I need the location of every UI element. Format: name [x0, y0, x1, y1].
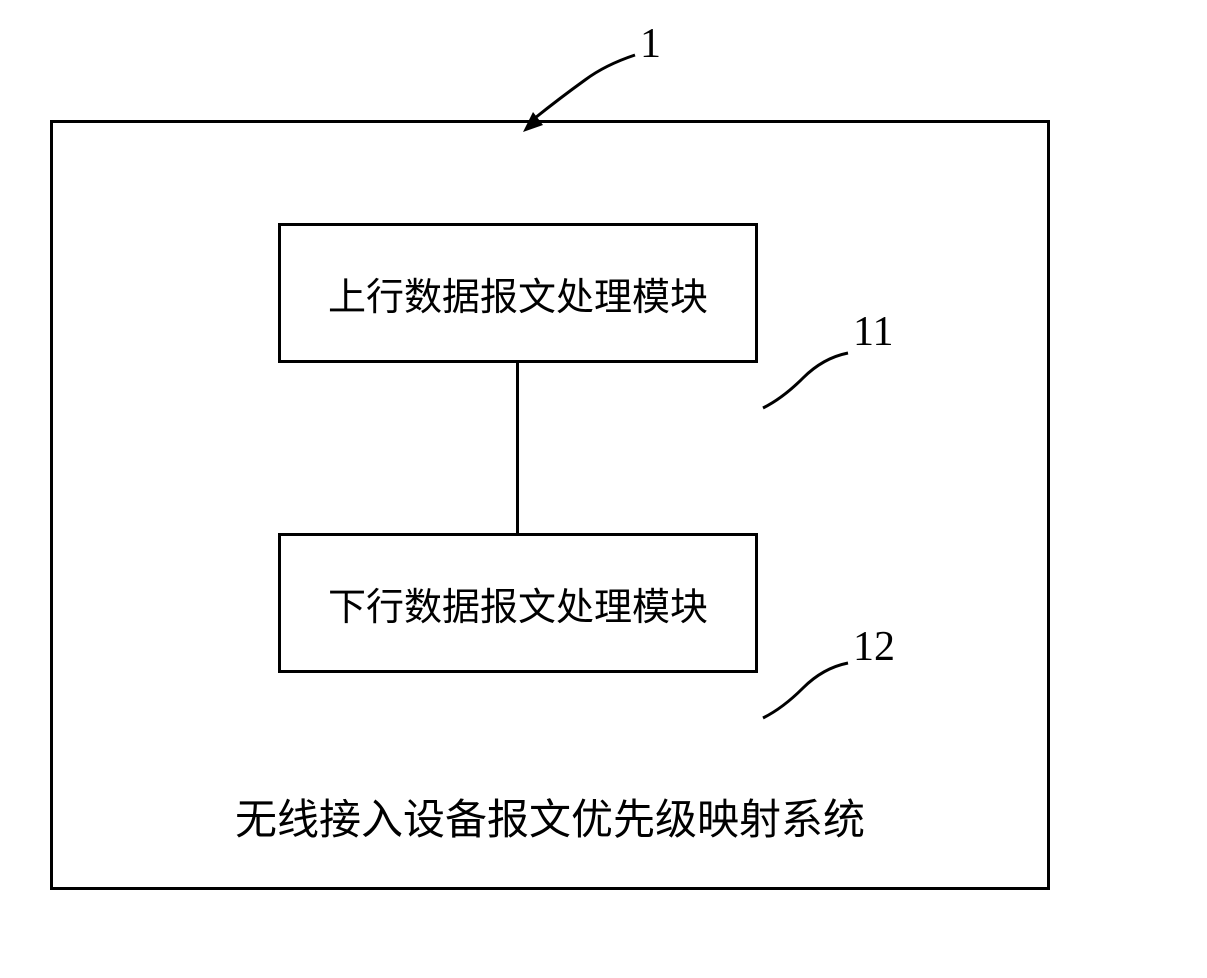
pointer-curve-11 [758, 348, 858, 418]
lower-module-box: 下行数据报文处理模块 [278, 533, 758, 673]
upper-module-text: 上行数据报文处理模块 [328, 266, 708, 321]
system-container: 上行数据报文处理模块 下行数据报文处理模块 11 12 无线接入设备报文优先级映… [50, 120, 1050, 890]
module-label-11: 11 [853, 308, 893, 356]
pointer-curve-12 [758, 658, 858, 728]
upper-module-box: 上行数据报文处理模块 [278, 223, 758, 363]
module-label-12: 12 [853, 623, 895, 671]
system-title: 无线接入设备报文优先级映射系统 [53, 786, 1047, 847]
lower-module-text: 下行数据报文处理模块 [328, 576, 708, 631]
system-label-1: 1 [640, 20, 661, 68]
connector-line [516, 363, 519, 533]
